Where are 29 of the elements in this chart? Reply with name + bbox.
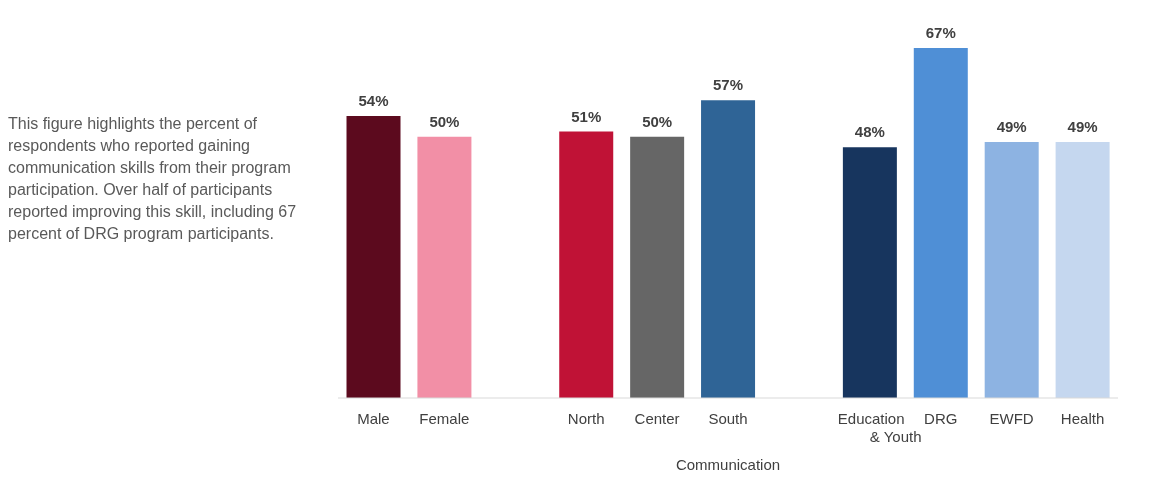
text: This figure highlights the percent of respondents who reported gaining communication skills from their program participation. Over half of participants reported improving this skill, including 67 percent of DRG program participants.	[8, 114, 298, 244]
x-tick-label: DRG	[924, 410, 958, 427]
bar	[1055, 142, 1110, 398]
data-label: 54%	[358, 91, 389, 109]
x-tick-label: Health	[1060, 410, 1105, 427]
x-tick-label: EWFD	[989, 410, 1034, 427]
data-label: 50%	[642, 112, 673, 130]
data-label: 67%	[925, 24, 956, 41]
bar	[346, 115, 401, 398]
bar	[701, 100, 756, 398]
bar	[417, 136, 472, 398]
data-label: 48%	[854, 123, 885, 141]
x-axis-title: Communication	[675, 456, 781, 473]
x-tick-label: Male	[357, 410, 390, 427]
x-tick-label: Education & Youth	[837, 410, 922, 445]
bar	[559, 131, 614, 398]
x-tick-label: North	[567, 410, 605, 427]
x-tick-label: Female	[419, 410, 470, 427]
bar	[630, 136, 685, 398]
data-label: 50%	[429, 112, 460, 130]
bar	[842, 147, 897, 398]
x-tick-label: South	[708, 410, 748, 427]
bar	[984, 142, 1039, 398]
x-tick-label: Center	[634, 410, 680, 427]
data-label: 57%	[713, 76, 744, 94]
data-label: 49%	[1067, 118, 1098, 136]
data-label: 49%	[996, 118, 1027, 136]
bar	[913, 48, 968, 398]
data-label: 51%	[571, 107, 602, 125]
